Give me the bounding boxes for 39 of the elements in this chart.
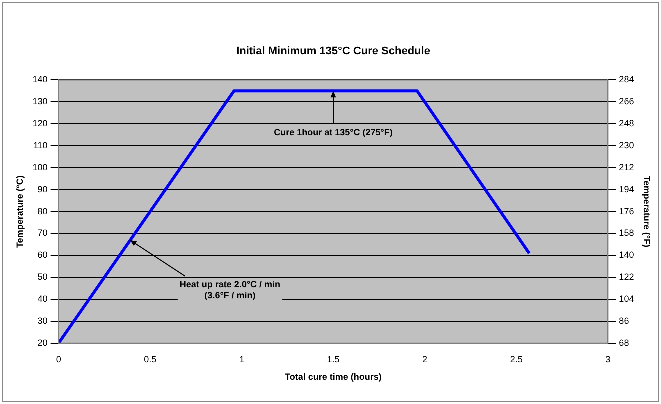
annotation: Cure 1hour at 135°C (275°F): [274, 128, 393, 138]
y-tick-label: 30: [38, 316, 48, 326]
y2-axis-title: Temperature (°F): [642, 176, 652, 248]
annotation: Heat up rate 2.0°C / min (3.6°F / min): [180, 279, 281, 300]
x-tick-label: 1.5: [327, 354, 340, 364]
x-tick-label: 0.5: [144, 354, 157, 364]
y2-tick-label: 104: [619, 294, 634, 304]
y2-tick-label: 194: [619, 184, 634, 194]
y2-tick-label: 212: [619, 162, 634, 172]
x-tick-label: 0: [56, 354, 62, 364]
y-axis-title: Temperature (°C): [14, 176, 25, 248]
x-axis-title: Total cure time (hours): [285, 372, 382, 382]
x-tick-label: 2: [422, 354, 428, 364]
y-tick-label: 70: [38, 228, 48, 238]
y-tick-label: 90: [38, 184, 48, 194]
y2-tick-label: 122: [619, 272, 634, 282]
y-tick-label: 50: [38, 272, 48, 282]
y-tick-label: 130: [32, 96, 48, 107]
y-tick-label: 40: [38, 294, 48, 304]
x-tick-label: 1: [239, 354, 244, 364]
y2-tick-label: 158: [619, 228, 634, 238]
y2-tick-label: 230: [619, 140, 634, 150]
x-tick-label: 2.5: [510, 354, 523, 364]
y-tick-label: 80: [38, 206, 48, 216]
x-tick-label: 3: [606, 354, 611, 364]
y-tick-label: 110: [33, 140, 48, 150]
y2-tick-label: 176: [619, 206, 634, 216]
y-tick-label: 60: [38, 250, 48, 260]
y-tick-label: 20: [38, 338, 48, 348]
y2-tick-label: 86: [619, 316, 630, 326]
y-tick-label: 140: [32, 74, 48, 85]
y2-tick-label: 248: [619, 118, 634, 129]
y2-tick-label: 68: [619, 338, 630, 348]
y-tick-label: 120: [32, 118, 48, 129]
y2-tick-label: 140: [619, 250, 634, 260]
chart-title: Initial Minimum 135°C Cure Schedule: [236, 46, 430, 58]
y2-tick-label: 284: [619, 74, 634, 85]
y2-tick-label: 266: [619, 96, 634, 107]
y-tick-label: 100: [32, 162, 48, 172]
